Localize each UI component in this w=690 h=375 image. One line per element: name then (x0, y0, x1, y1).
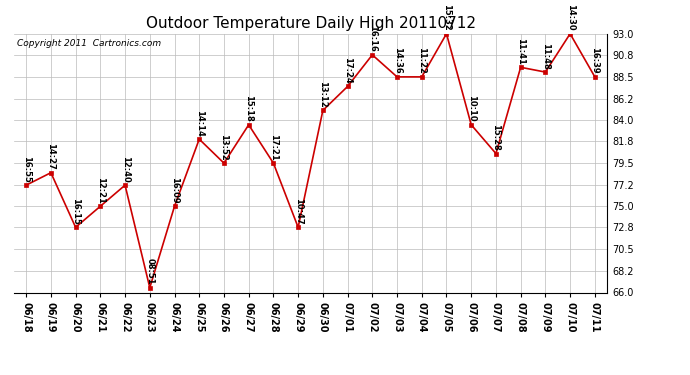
Text: 10:10: 10:10 (466, 95, 475, 122)
Text: 16:39: 16:39 (591, 48, 600, 74)
Text: 14:14: 14:14 (195, 110, 204, 136)
Text: 14:27: 14:27 (46, 143, 55, 170)
Text: 17:24: 17:24 (343, 57, 352, 84)
Text: 16:16: 16:16 (368, 25, 377, 52)
Text: 12:21: 12:21 (96, 177, 105, 204)
Text: 11:41: 11:41 (516, 38, 525, 64)
Text: Copyright 2011  Cartronics.com: Copyright 2011 Cartronics.com (17, 39, 161, 48)
Title: Outdoor Temperature Daily High 20110712: Outdoor Temperature Daily High 20110712 (146, 16, 475, 31)
Text: 11:48: 11:48 (541, 42, 550, 69)
Text: 16:55: 16:55 (21, 156, 30, 182)
Text: 14:36: 14:36 (393, 47, 402, 74)
Text: 13:12: 13:12 (318, 81, 327, 108)
Text: 15:32: 15:32 (442, 4, 451, 31)
Text: 11:22: 11:22 (417, 47, 426, 74)
Text: 16:09: 16:09 (170, 177, 179, 204)
Text: 15:18: 15:18 (244, 95, 253, 122)
Text: 17:21: 17:21 (269, 134, 278, 160)
Text: 10:47: 10:47 (294, 198, 303, 225)
Text: 12:40: 12:40 (121, 156, 130, 182)
Text: 16:15: 16:15 (71, 198, 80, 225)
Text: 14:30: 14:30 (566, 4, 575, 31)
Text: 15:28: 15:28 (491, 124, 500, 151)
Text: 13:52: 13:52 (219, 134, 228, 160)
Text: 08:51: 08:51 (146, 258, 155, 285)
